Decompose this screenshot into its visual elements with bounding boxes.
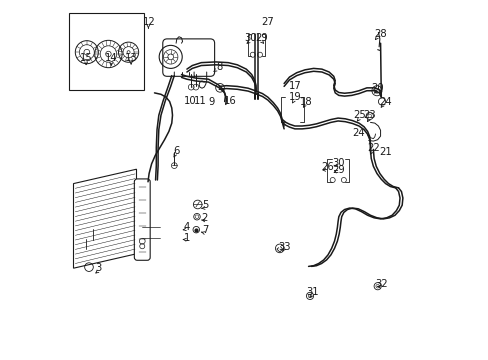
Text: 31: 31 bbox=[306, 287, 319, 297]
Text: 22: 22 bbox=[366, 143, 379, 153]
Polygon shape bbox=[73, 169, 136, 268]
Text: 27: 27 bbox=[261, 17, 274, 27]
Text: 30: 30 bbox=[332, 158, 345, 168]
Text: 8: 8 bbox=[216, 62, 222, 72]
Text: 20: 20 bbox=[370, 83, 383, 93]
Bar bbox=[69, 13, 144, 90]
Text: 14: 14 bbox=[105, 53, 118, 63]
Text: 7: 7 bbox=[201, 225, 208, 235]
Text: 16: 16 bbox=[224, 96, 236, 106]
Text: 28: 28 bbox=[373, 29, 386, 39]
Text: 6: 6 bbox=[173, 146, 179, 156]
Text: 26: 26 bbox=[320, 162, 333, 172]
Text: 18: 18 bbox=[300, 96, 312, 107]
Text: 10: 10 bbox=[183, 96, 196, 106]
Text: 24: 24 bbox=[379, 96, 391, 107]
Text: 1: 1 bbox=[183, 233, 190, 243]
Text: 15: 15 bbox=[80, 53, 92, 63]
Text: 32: 32 bbox=[375, 279, 387, 289]
Text: 24: 24 bbox=[352, 128, 365, 138]
Text: 12: 12 bbox=[142, 17, 155, 27]
Text: 5: 5 bbox=[201, 200, 208, 210]
Text: 21: 21 bbox=[379, 147, 391, 157]
Text: 33: 33 bbox=[278, 242, 290, 252]
FancyBboxPatch shape bbox=[134, 179, 150, 260]
Text: 4: 4 bbox=[183, 222, 190, 232]
Text: 2: 2 bbox=[201, 213, 208, 223]
Text: 3: 3 bbox=[95, 263, 102, 273]
Text: 29: 29 bbox=[255, 33, 267, 43]
Text: 29: 29 bbox=[332, 165, 345, 175]
Text: 17: 17 bbox=[288, 81, 301, 91]
Text: 25: 25 bbox=[353, 110, 366, 120]
Text: 30: 30 bbox=[244, 33, 257, 43]
Text: 23: 23 bbox=[363, 110, 375, 120]
Text: 9: 9 bbox=[208, 96, 214, 107]
FancyBboxPatch shape bbox=[163, 39, 214, 76]
Text: 11: 11 bbox=[194, 96, 206, 106]
Text: 19: 19 bbox=[288, 92, 301, 102]
Text: 13: 13 bbox=[124, 53, 137, 63]
